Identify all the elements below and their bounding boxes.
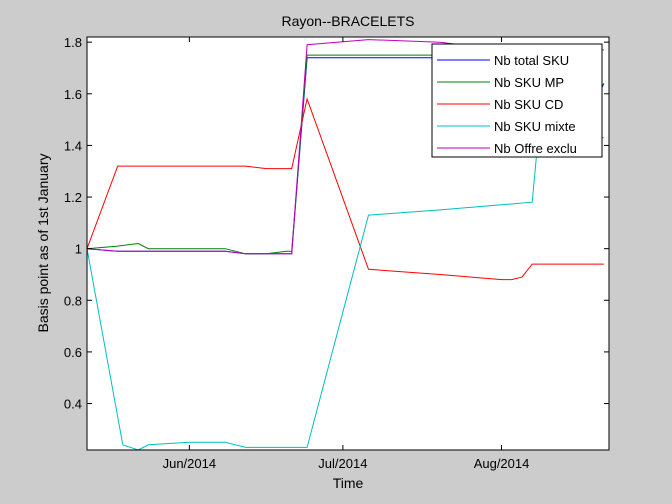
y-tick-label: 0.6 [64, 345, 82, 360]
chart-title: Rayon--BRACELETS [281, 13, 414, 29]
y-tick-label: 1.4 [64, 138, 82, 153]
ticks-layer: 0.4 0.6 0.8 1 1.2 1.4 1.6 1.8 Jun/2014 Jul/2014 Au… [64, 35, 609, 471]
y-tick-label: 1.8 [64, 35, 82, 50]
legend-label-1: Nb SKU MP [494, 75, 564, 90]
y-tick-label: 1.6 [64, 87, 82, 102]
legend-label-4: Nb Offre exclu [494, 141, 577, 156]
x-axis-label: Time [333, 475, 364, 491]
y-tick-label: 1.2 [64, 190, 82, 205]
y-tick-label: 0.4 [64, 397, 82, 412]
x-tick-label: Jun/2014 [163, 456, 217, 471]
plot-frame [86, 36, 610, 451]
y-tick-label: 1 [75, 242, 82, 257]
legend-box [431, 43, 603, 158]
y-tick-label: 0.8 [64, 293, 82, 308]
legend: Nb total SKU Nb SKU MP Nb SKU CD Nb SKU mix… [431, 43, 603, 158]
series-line-2 [86, 97, 604, 281]
legend-label-0: Nb total SKU [494, 53, 569, 68]
y-axis-label: Basis point as of 1st January [35, 154, 51, 333]
series-line-3 [86, 137, 604, 451]
legend-label-3: Nb SKU mixte [494, 119, 576, 134]
x-tick-label: Aug/2014 [474, 456, 530, 471]
legend-label-2: Nb SKU CD [494, 97, 563, 112]
x-tick-label: Jul/2014 [318, 456, 367, 471]
